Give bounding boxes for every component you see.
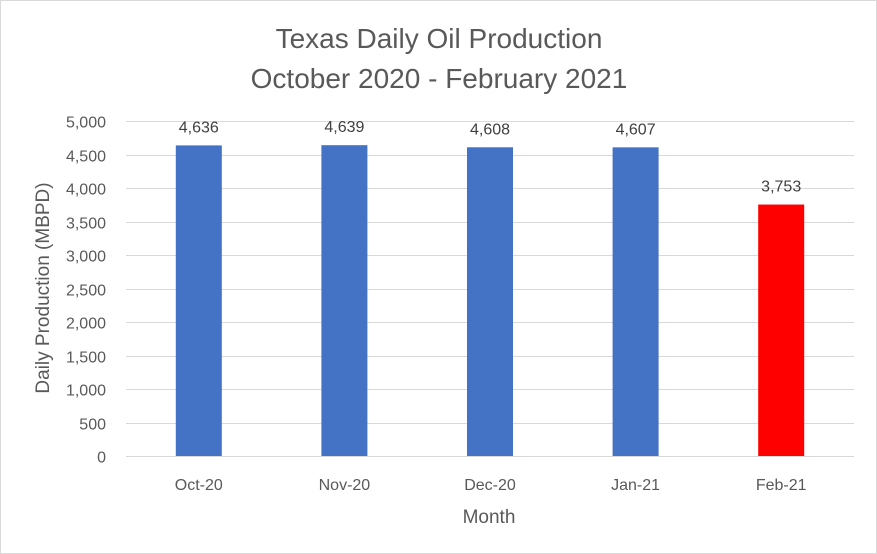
- y-tick-label: 5,000: [66, 115, 106, 132]
- bar: [175, 145, 222, 456]
- bar: [612, 147, 659, 456]
- y-tick-label: 4,000: [66, 182, 106, 199]
- x-tick-label: Oct-20: [175, 477, 223, 494]
- y-tick-label: 4,500: [66, 149, 106, 166]
- bar-data-label: 4,639: [324, 119, 364, 136]
- y-tick-label: 3,500: [66, 216, 106, 233]
- y-tick-label: 500: [79, 417, 106, 434]
- y-tick-label: 3,000: [66, 249, 106, 266]
- bar-data-label: 4,636: [179, 119, 219, 136]
- y-axis-title: Daily Production (MBPD): [33, 182, 54, 393]
- data-labels: 4,636 4,639 4,608 4,607 3,753: [179, 119, 802, 195]
- y-tick-label: 1,500: [66, 350, 106, 367]
- bar-data-label: 4,607: [616, 121, 656, 138]
- y-tick-label: 1,000: [66, 383, 106, 400]
- y-axis-ticks: 0 500 1,000 1,500 2,000 2,500 3,000 3,500 4,000 4…: [66, 115, 106, 467]
- x-tick-label: Dec-20: [464, 477, 516, 494]
- x-axis-ticks: Oct-20 Nov-20 Dec-20 Jan-21 Feb-21: [175, 477, 807, 494]
- bar: [467, 147, 513, 456]
- x-tick-label: Nov-20: [319, 477, 371, 494]
- y-tick-label: 2,000: [66, 316, 106, 333]
- bar: [321, 145, 368, 456]
- chart-title: Texas Daily Oil Production: [276, 23, 603, 54]
- y-tick-label: 0: [97, 450, 106, 467]
- x-tick-label: Feb-21: [756, 477, 807, 494]
- x-tick-label: Jan-21: [611, 477, 660, 494]
- chart-subtitle: October 2020 - February 2021: [251, 63, 628, 94]
- bars: [175, 145, 805, 456]
- bar-data-label: 3,753: [761, 179, 801, 196]
- bar: [758, 204, 805, 456]
- y-tick-label: 2,500: [66, 283, 106, 300]
- bar-data-label: 4,608: [470, 121, 510, 138]
- x-axis-title: Month: [463, 507, 516, 528]
